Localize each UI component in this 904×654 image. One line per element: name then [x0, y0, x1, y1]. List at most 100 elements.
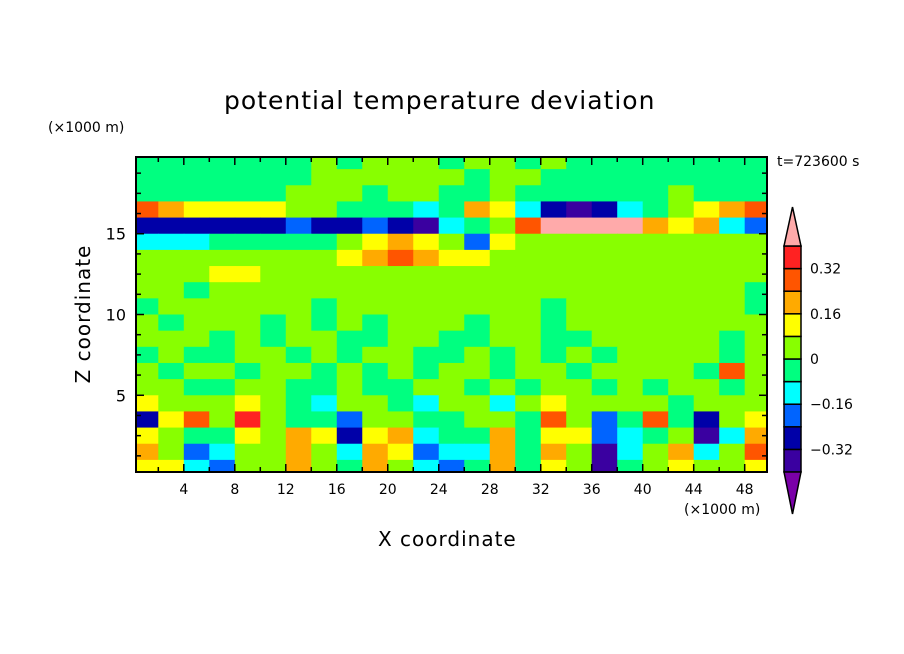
contour-cell — [515, 395, 542, 412]
contour-cell — [642, 233, 669, 251]
contour-cell — [668, 314, 695, 332]
contour-cell — [311, 217, 338, 235]
contour-cell — [566, 362, 593, 380]
contour-cell — [464, 459, 491, 473]
contour-cell — [693, 395, 720, 412]
contour-cell — [719, 411, 746, 429]
contour-cell — [234, 459, 261, 473]
contour-cell — [464, 282, 491, 299]
contour-cell — [668, 266, 695, 283]
contour-cell — [744, 217, 768, 235]
contour-cell — [260, 395, 287, 412]
contour-cell — [464, 314, 491, 332]
contour-cell — [209, 443, 236, 461]
contour-cell — [540, 411, 567, 429]
contour-cell — [136, 217, 159, 235]
contour-cell — [719, 395, 746, 412]
contour-cell — [719, 169, 746, 186]
contour-cell — [362, 330, 389, 348]
contour-cell — [260, 185, 287, 202]
contour-cell — [515, 233, 542, 251]
contour-cell — [617, 443, 644, 461]
contour-cell — [209, 459, 236, 473]
contour-cell — [413, 185, 440, 202]
contour-cell — [515, 249, 542, 267]
x-tick-label: 32 — [532, 482, 550, 498]
contour-cell — [744, 157, 768, 170]
contour-cell — [362, 233, 389, 251]
contour-cell — [693, 185, 720, 202]
contour-cell — [489, 217, 516, 235]
contour-cell — [260, 169, 287, 186]
contour-cell — [209, 233, 236, 251]
contour-cell — [413, 330, 440, 348]
contour-cell — [158, 169, 185, 186]
contour-cell — [285, 411, 312, 429]
contour-cell — [136, 330, 159, 348]
contour-cell — [260, 217, 287, 235]
contour-cell — [464, 217, 491, 235]
contour-cell — [617, 201, 644, 219]
contour-cell — [336, 169, 363, 186]
contour-cell — [540, 233, 567, 251]
contour-cell — [387, 266, 414, 283]
colorbar-segment — [783, 448, 802, 473]
contour-cell — [540, 249, 567, 267]
contour-cell — [387, 169, 414, 186]
colorbar-label: −0.16 — [810, 397, 853, 413]
contour-cell — [617, 217, 644, 235]
contour-cell — [744, 266, 768, 283]
contour-cell — [158, 185, 185, 202]
contour-cell — [158, 427, 185, 445]
contour-cell — [744, 362, 768, 380]
contour-cell — [285, 233, 312, 251]
contour-cell — [260, 249, 287, 267]
contour-cell — [464, 411, 491, 429]
colorbar-segment — [783, 426, 802, 451]
contour-cell — [566, 157, 593, 170]
contour-cell — [260, 266, 287, 283]
contour-cell — [234, 157, 261, 170]
contour-cell — [311, 459, 338, 473]
contour-cell — [719, 249, 746, 267]
contour-cell — [183, 411, 210, 429]
contour-cell — [668, 282, 695, 299]
contour-cell — [336, 298, 363, 315]
contour-cell — [489, 330, 516, 348]
contour-cell — [642, 298, 669, 315]
contour-cell — [362, 443, 389, 461]
contour-cell — [489, 201, 516, 219]
contour-cell — [438, 233, 465, 251]
colorbar-min-arrow — [783, 471, 802, 515]
contour-cell — [136, 282, 159, 299]
contour-cell — [668, 411, 695, 429]
contour-cell — [591, 330, 618, 348]
contour-cell — [234, 233, 261, 251]
contour-cell — [719, 233, 746, 251]
contour-cell — [489, 362, 516, 380]
contour-cell — [260, 362, 287, 380]
contour-cell — [693, 217, 720, 235]
contour-cell — [566, 249, 593, 267]
contour-cell — [464, 427, 491, 445]
contour-cell — [234, 395, 261, 412]
contour-cell — [183, 217, 210, 235]
contour-cell — [719, 330, 746, 348]
y-unit-label: (×1000 m) — [48, 120, 125, 136]
contour-cell — [387, 427, 414, 445]
contour-cell — [540, 157, 567, 170]
contour-cell — [413, 217, 440, 235]
contour-cell — [515, 169, 542, 186]
contour-cell — [566, 427, 593, 445]
contour-cell — [668, 298, 695, 315]
contour-cell — [285, 282, 312, 299]
contour-cell — [591, 346, 618, 364]
contour-cell — [260, 157, 287, 170]
contour-cell — [566, 379, 593, 396]
contour-cell — [387, 362, 414, 380]
colorbar-segment — [783, 403, 802, 428]
contour-cell — [158, 282, 185, 299]
contour-cell — [566, 459, 593, 473]
contour-cell — [362, 314, 389, 332]
contour-cell — [260, 298, 287, 315]
